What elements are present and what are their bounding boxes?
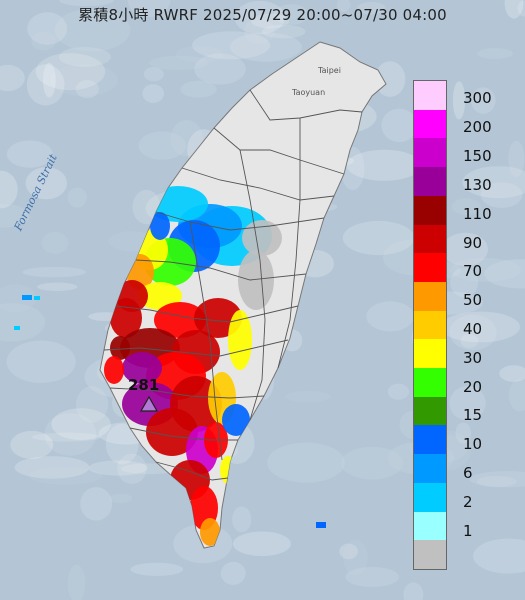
legend-swatch: [414, 195, 446, 225]
legend-label: 6: [463, 464, 473, 483]
legend-swatch: [414, 339, 446, 369]
legend-label: 1: [463, 521, 473, 540]
legend-swatch: [414, 138, 446, 168]
legend-label: 40: [463, 320, 483, 338]
legend-label: 90: [463, 233, 483, 252]
legend-swatch: [414, 540, 446, 569]
legend-label: 30: [463, 348, 483, 367]
legend-label: 15: [463, 406, 483, 425]
legend-swatch: [414, 167, 446, 196]
legend-swatch: [414, 310, 446, 340]
legend-swatch: [414, 224, 446, 254]
legend-swatch: [414, 368, 446, 397]
legend-swatch: [414, 425, 446, 455]
legend-label: 50: [463, 291, 483, 310]
legend-color-bar: [413, 80, 447, 570]
legend-label: 150: [463, 147, 492, 166]
max-rainfall-value: 281: [128, 376, 160, 394]
triangle-icon: [139, 395, 159, 412]
legend-swatch: [414, 109, 446, 139]
legend-swatch: [414, 281, 446, 311]
legend-swatch: [414, 482, 446, 512]
max-rainfall-marker: [139, 395, 159, 412]
legend-label: 10: [463, 435, 483, 454]
legend-label: 300: [463, 89, 492, 108]
map-title: 累積8小時 RWRF 2025/07/29 20:00~07/30 04:00: [78, 6, 447, 24]
legend-label: 20: [463, 377, 483, 396]
label-taoyuan: Taoyuan: [292, 88, 326, 97]
legend-swatch: [414, 396, 446, 426]
legend-label: 200: [463, 118, 492, 137]
legend-swatch: [414, 253, 446, 282]
legend-swatch: [414, 511, 446, 541]
legend-label: 2: [463, 492, 473, 511]
legend-label: 110: [463, 204, 492, 223]
legend-swatch: [414, 81, 446, 110]
legend-swatch: [414, 454, 446, 483]
legend-label: 130: [463, 175, 492, 194]
offshore-islands: [14, 295, 326, 528]
label-taipei: Taipei: [318, 66, 341, 75]
legend-label: 70: [463, 262, 483, 281]
county-boundaries: [103, 89, 363, 481]
